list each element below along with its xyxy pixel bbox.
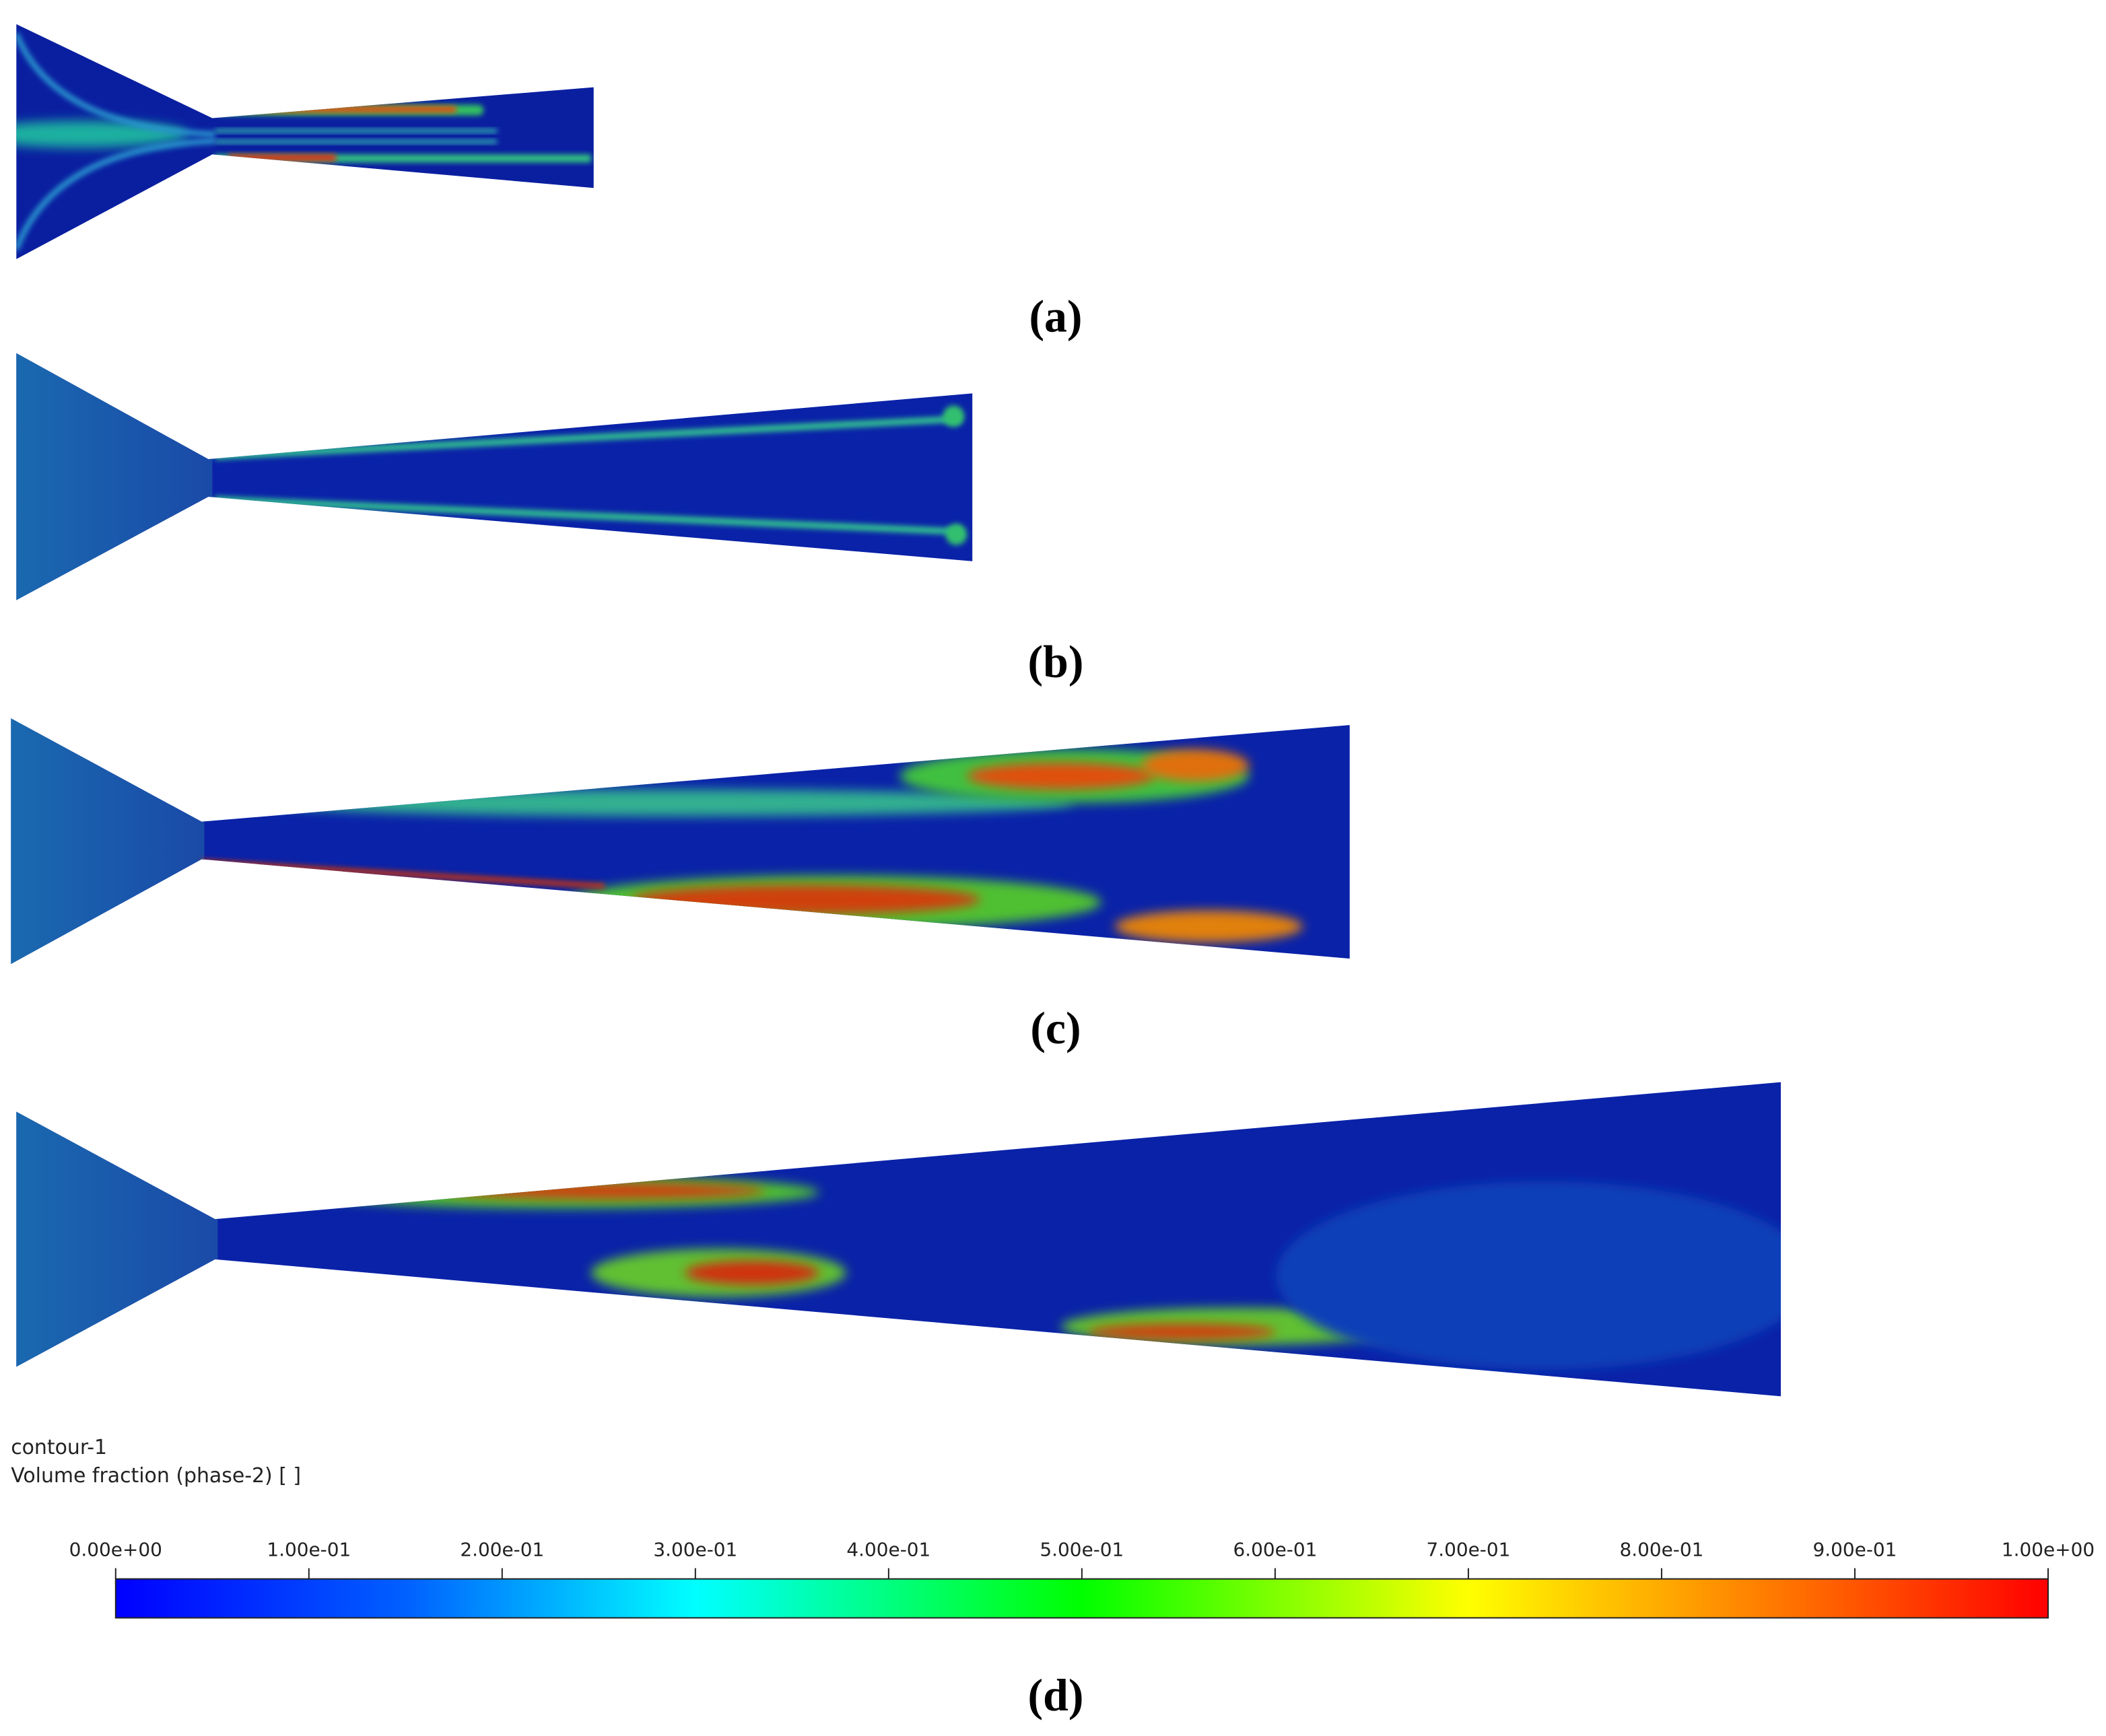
colorbar-tick-label: 1.00e+00: [2002, 1539, 2095, 1561]
panel-label: (b): [1028, 636, 1084, 687]
colorbar-tick-label: 3.00e-01: [653, 1539, 737, 1561]
colorbar-tick-label: 6.00e-01: [1233, 1539, 1317, 1561]
colorbar-tick-label: 5.00e-01: [1040, 1539, 1124, 1561]
colorbar-tick-label: 2.00e-01: [460, 1539, 544, 1561]
contour-b: [16, 353, 973, 600]
panel-labels: (a) (b) (c) (d): [1028, 291, 1084, 1721]
colorbar-ticks: 0.00e+00 1.00e-01 2.00e-01 3.00e-01 4.00e-01…: [69, 1539, 2095, 1579]
colorbar-tick-label: 0.00e+00: [69, 1539, 162, 1561]
contour-a: [16, 24, 594, 259]
colorbar-tick-label: 4.00e-01: [846, 1539, 930, 1561]
contour-c: [11, 718, 1350, 965]
colorbar-tick-label: 1.00e-01: [267, 1539, 351, 1561]
panel-label: (c): [1030, 1003, 1081, 1053]
panel-label: (d): [1028, 1670, 1084, 1721]
panel-label: (a): [1029, 291, 1082, 342]
colorbar: [114, 1578, 2049, 1619]
colorbar-tick-label: 7.00e-01: [1426, 1539, 1510, 1561]
legend-name: contour-1: [11, 1436, 107, 1459]
contour-d: [16, 1082, 1781, 1397]
colorbar-tick-label: 9.00e-01: [1813, 1539, 1897, 1561]
colorbar-tick-label: 8.00e-01: [1620, 1539, 1704, 1561]
legend-title: Volume fraction (phase-2) [ ]: [11, 1464, 301, 1488]
